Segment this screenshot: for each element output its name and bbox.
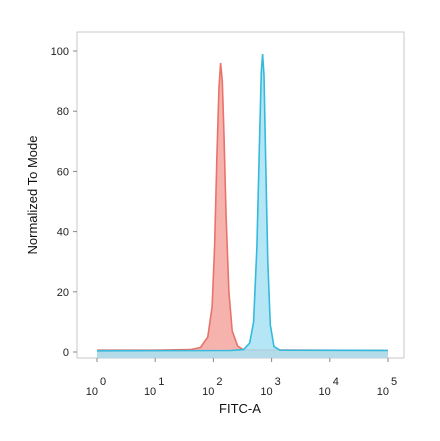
y-tick-label: 0 bbox=[63, 347, 69, 359]
y-tick-label: 100 bbox=[51, 46, 69, 58]
x-tick-label: 10 bbox=[144, 386, 156, 398]
histogram-outline-1 bbox=[97, 62, 389, 352]
y-tick-label: 60 bbox=[57, 166, 69, 178]
histogram-outline-2 bbox=[96, 53, 389, 352]
x-tick-exponent: 2 bbox=[216, 376, 222, 388]
y-tick-label: 80 bbox=[57, 106, 69, 118]
x-tick-exponent: 1 bbox=[158, 376, 164, 388]
x-tick-label: 10 bbox=[319, 386, 331, 398]
x-tick-exponent: 0 bbox=[100, 376, 106, 388]
x-tick-label: 10 bbox=[86, 386, 98, 398]
x-tick-exponent: 3 bbox=[275, 376, 281, 388]
x-axis-title: FITC-A bbox=[219, 401, 261, 416]
x-tick-label: 10 bbox=[260, 386, 272, 398]
y-tick-label: 40 bbox=[57, 227, 69, 239]
y-tick-label: 20 bbox=[57, 287, 69, 299]
x-tick-exponent: 4 bbox=[333, 376, 339, 388]
x-tick-label: 10 bbox=[377, 386, 389, 398]
y-axis-title: Normalized To Mode bbox=[25, 136, 40, 255]
x-tick-label: 10 bbox=[202, 386, 214, 398]
x-tick-exponent: 5 bbox=[391, 376, 397, 388]
plot-frame bbox=[76, 31, 405, 359]
